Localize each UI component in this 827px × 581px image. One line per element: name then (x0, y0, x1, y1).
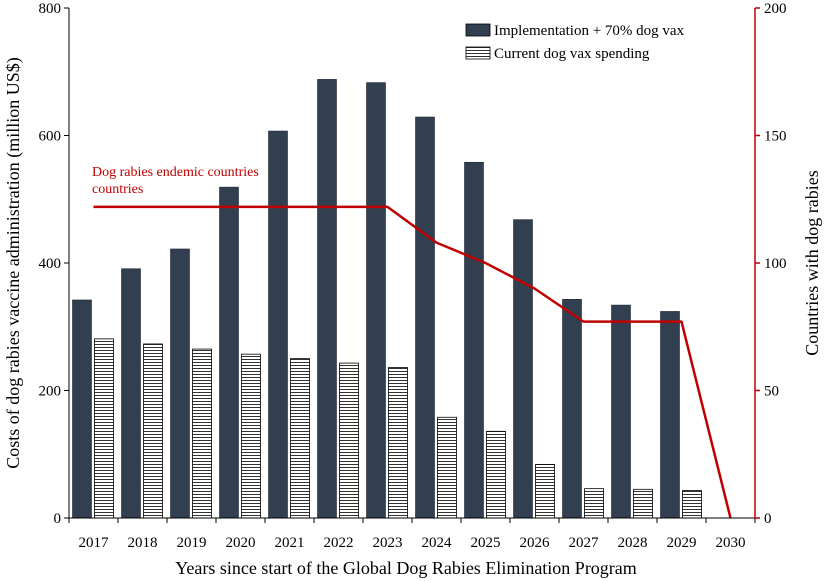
bar-current-2019 (192, 348, 212, 519)
y-tick-label-400: 400 (39, 256, 62, 272)
x-tick-label-2022: 2022 (324, 535, 354, 551)
x-tick-label-2027: 2027 (569, 535, 600, 551)
y2-tick-label-150: 150 (764, 129, 787, 145)
x-tick-label-2018: 2018 (128, 535, 158, 551)
y2-tick-label-0: 0 (764, 511, 772, 527)
y-tick-label-0: 0 (54, 511, 62, 527)
y-tick-label-800: 800 (39, 1, 62, 17)
bar-current-2027 (584, 488, 604, 519)
x-tick-label-2030: 2030 (716, 535, 746, 551)
legend-swatch-implementation (465, 23, 491, 37)
bar-implementation-2025 (464, 161, 484, 519)
plot-area: 0 200 400 600 800 0 50 100 150 200 2017 2018 2019 202… (39, 1, 787, 551)
x-tick-label-2029: 2029 (667, 535, 697, 551)
y2-tick-label-50: 50 (764, 384, 779, 400)
bar-current-2028 (633, 488, 653, 519)
bar-current-2024 (437, 416, 457, 519)
bar-current-2029 (682, 490, 702, 519)
x-tick-label-2026: 2026 (520, 535, 551, 551)
bar-implementation-2028 (611, 304, 631, 519)
x-tick-label-2019: 2019 (177, 535, 207, 551)
x-tick-label-2028: 2028 (618, 535, 648, 551)
x-axis-title: Years since start of the Global Dog Rabi… (175, 558, 637, 578)
bar-current-2022 (339, 362, 359, 519)
legend-label-current: Current dog vax spending (494, 46, 650, 62)
legend: Implementation + 70% dog vax Current dog… (465, 23, 685, 62)
y2-tick-label-200: 200 (764, 1, 787, 17)
x-tick-label-2020: 2020 (226, 535, 256, 551)
y2-tick-label-100: 100 (764, 256, 787, 272)
x-tick-label-2025: 2025 (471, 535, 501, 551)
bar-implementation-2018 (121, 268, 141, 519)
y2-axis-title: Countries with dog rabies (802, 170, 822, 355)
bar-implementation-2019 (170, 248, 190, 519)
bar-implementation-2029 (660, 311, 680, 519)
bar-implementation-2023 (366, 82, 386, 519)
bar-implementation-2017 (72, 299, 92, 519)
bar-current-2020 (241, 353, 261, 519)
x-tick-label-2024: 2024 (422, 535, 453, 551)
x-tick-label-2017: 2017 (79, 535, 110, 551)
bar-implementation-2020 (219, 186, 239, 519)
legend-label-implementation: Implementation + 70% dog vax (494, 23, 685, 39)
bar-implementation-2021 (268, 130, 288, 519)
y-tick-label-600: 600 (39, 129, 62, 145)
legend-swatch-current (465, 46, 491, 60)
line-annotation-cont: countries (92, 182, 143, 197)
y-axis-title: Costs of dog rabies vaccine administrati… (3, 57, 24, 468)
x-tick-label-2023: 2023 (373, 535, 403, 551)
bar-current-2026 (535, 464, 555, 519)
bar-implementation-2022 (317, 79, 337, 519)
bar-current-2025 (486, 430, 506, 519)
y-tick-label-200: 200 (39, 384, 62, 400)
line-endemic-countries (93, 205, 732, 519)
x-tick-label-2021: 2021 (275, 535, 305, 551)
bar-current-2023 (388, 367, 408, 519)
bar-implementation-2026 (513, 219, 533, 519)
bar-current-2021 (290, 358, 310, 519)
bar-current-2018 (143, 343, 163, 519)
bar-implementation-2024 (415, 116, 435, 519)
bar-implementation-2027 (562, 299, 582, 519)
line-annotation: Dog rabies endemic countries (92, 165, 259, 180)
bar-current-2017 (94, 338, 114, 519)
